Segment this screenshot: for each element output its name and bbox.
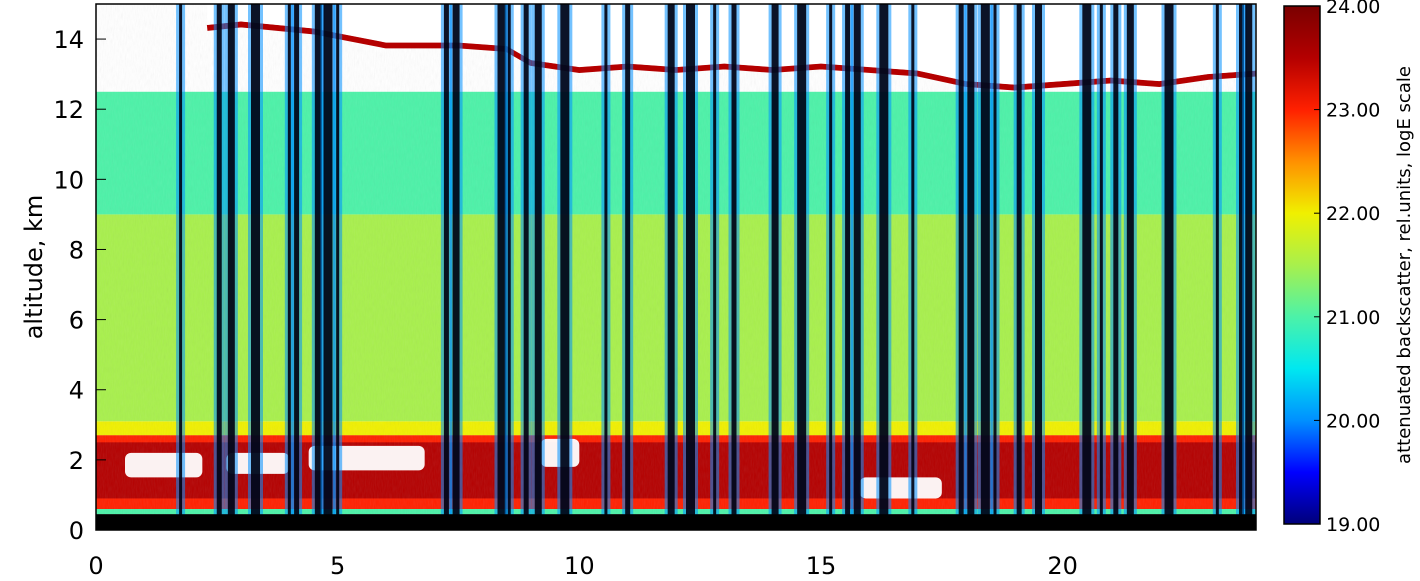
y-tick-label: 6: [69, 307, 84, 335]
dropout-column: [1082, 4, 1092, 530]
dropout-column: [452, 4, 460, 530]
colorbar-tick-label: 23.00: [1326, 100, 1380, 122]
dropout-column: [625, 4, 631, 530]
dropout-column: [1016, 4, 1022, 530]
dropout-column: [1245, 4, 1253, 530]
dropout-column: [1113, 4, 1119, 530]
signal-dropouts: [176, 4, 1256, 530]
y-axis-title: altitude, km: [20, 195, 48, 340]
plot-frame: [95, 3, 1257, 531]
dropout-column: [216, 4, 222, 530]
colorbar-tick-label: 24.00: [1326, 0, 1380, 18]
colorbar-tick-label: 21.00: [1326, 307, 1380, 329]
dropout-column: [604, 4, 608, 530]
dropout-column: [1126, 4, 1134, 530]
dropout-column: [771, 4, 779, 530]
dropout-column: [314, 4, 322, 530]
y-axis: 0 2 4 6 8 10 12 14: [53, 26, 106, 545]
dropout-column: [958, 4, 964, 530]
dropout-column: [179, 4, 183, 530]
y-tick-label: 2: [69, 447, 84, 475]
dropout-column: [686, 4, 695, 530]
x-tick-label: 10: [564, 552, 595, 580]
dropout-column: [534, 4, 542, 530]
colorbar-title: attenuated backscatter, rel.units, logE …: [1394, 66, 1415, 464]
dropout-column: [713, 4, 717, 530]
dropout-column: [323, 4, 333, 530]
x-tick-label: 15: [806, 552, 837, 580]
dropout-column: [879, 4, 889, 530]
y-tick-label: 8: [69, 236, 84, 264]
ground-band: [96, 514, 1256, 530]
colorbar-ticks: 19.00 20.00 21.00 22.00 23.00 24.00: [1314, 0, 1380, 536]
dropout-column: [1035, 4, 1042, 530]
dropout-column: [829, 4, 833, 530]
dropout-column: [1164, 4, 1174, 530]
colorbar-tick-label: 22.00: [1326, 203, 1380, 225]
x-axis: 0 5 10 15 20: [88, 522, 1078, 580]
dropout-column: [251, 4, 260, 530]
colorbar: 19.00 20.00 21.00 22.00 23.00 24.00 attenuate…: [1283, 0, 1415, 536]
dropout-column: [497, 4, 507, 530]
dropout-column: [993, 4, 997, 530]
dropout-column: [967, 4, 975, 530]
x-tick-label: 20: [1047, 552, 1078, 580]
dropout-column: [443, 4, 449, 530]
colorbar-gradient: [1283, 5, 1321, 525]
saturated-patch: [859, 477, 942, 499]
colorbar-tick-label: 19.00: [1326, 514, 1380, 536]
dropout-column: [336, 4, 340, 530]
dropout-column: [1215, 4, 1219, 530]
dropout-column: [523, 4, 529, 530]
dropout-column: [911, 4, 915, 530]
heatmap-plot: [96, 4, 1256, 530]
x-tick-label: 0: [88, 552, 103, 580]
y-tick-label: 4: [69, 377, 84, 405]
y-tick-label: 14: [53, 26, 84, 54]
dropout-column: [287, 4, 291, 530]
dropout-column: [1239, 4, 1244, 530]
dropout-column: [560, 4, 570, 530]
dropout-column: [507, 4, 511, 530]
dropout-column: [1099, 4, 1103, 530]
dropout-column: [853, 4, 861, 530]
dropout-column: [667, 4, 675, 530]
x-tick-label: 5: [330, 552, 345, 580]
dropout-column: [845, 4, 851, 530]
dropout-column: [797, 4, 807, 530]
y-tick-label: 12: [53, 96, 84, 124]
dropout-column: [227, 4, 235, 530]
dropout-column: [980, 4, 990, 530]
dropout-column: [731, 4, 737, 530]
y-tick-label: 0: [69, 517, 84, 545]
dropout-column: [294, 4, 300, 530]
saturated-patch: [125, 452, 203, 478]
colorbar-tick-label: 20.00: [1326, 410, 1380, 432]
y-tick-label: 10: [53, 166, 84, 194]
